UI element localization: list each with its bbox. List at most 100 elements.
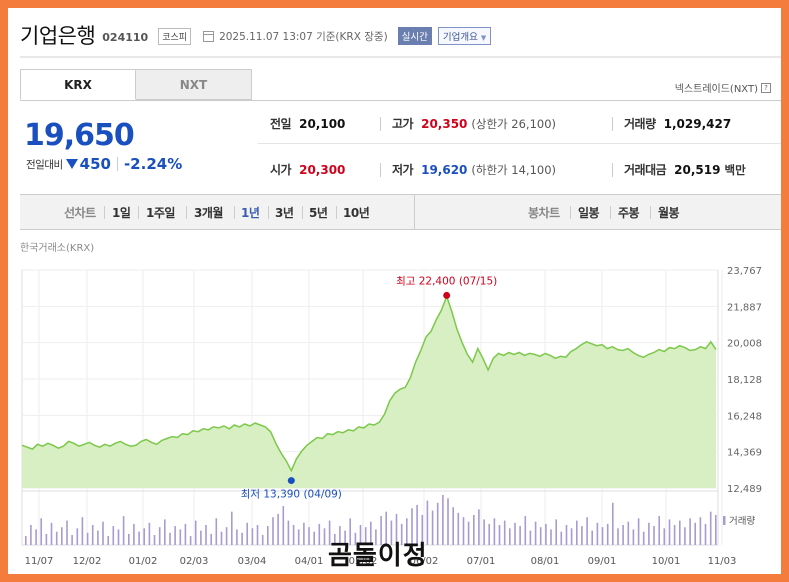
y-tick-label: 23,767 xyxy=(727,266,762,277)
volume-bar xyxy=(606,523,609,545)
period-daily[interactable]: 일봉 xyxy=(578,206,600,220)
volume-bar xyxy=(112,526,115,545)
volume-bar xyxy=(555,519,557,545)
x-tick-label: 08/01 xyxy=(531,556,560,567)
amount-value: 20,519 xyxy=(674,163,721,177)
volume-bar xyxy=(395,513,398,545)
volume-bar xyxy=(663,528,666,545)
watermark-text: 곰돌이정 xyxy=(328,541,428,571)
summary-high: 고가 20,350 (상한가 26,100) xyxy=(392,115,556,132)
volume-bar xyxy=(586,517,588,545)
period-3m[interactable]: 3개월 xyxy=(194,206,223,220)
x-tick-label: 02/03 xyxy=(180,556,209,567)
nextrade-label: 넥스트레이드(NXT) xyxy=(674,84,758,95)
y-tick-label: 21,887 xyxy=(727,302,762,313)
summary-divider xyxy=(380,117,381,131)
period-1y[interactable]: 1년 xyxy=(241,206,260,220)
x-tick-label: 01/02 xyxy=(129,556,158,567)
volume-bar xyxy=(267,526,269,545)
x-tick-label: 06/02 xyxy=(410,556,439,567)
period-divider xyxy=(336,206,337,219)
volume-bar xyxy=(261,535,264,545)
period-10y[interactable]: 10년 xyxy=(343,206,370,220)
low-label: 저가 xyxy=(392,163,414,177)
volume-bar xyxy=(158,527,161,545)
period-1d[interactable]: 1일 xyxy=(112,206,131,220)
volume-bar xyxy=(122,516,125,545)
price-chart[interactable]: 23,767 21,887 20,008 18,128 16,248 14,369 12,4… xyxy=(8,258,781,574)
volume-bar xyxy=(612,502,614,545)
volume-bar xyxy=(30,525,32,545)
nextrade-link[interactable]: 넥스트레이드(NXT) ? xyxy=(675,80,771,95)
volume-bar xyxy=(550,529,552,545)
volume-bar xyxy=(632,529,635,545)
tab-krx[interactable]: KRX xyxy=(20,69,136,100)
x-tick-label: 05/02 xyxy=(349,556,378,567)
volume-bar xyxy=(457,512,460,545)
change-label: 전일대비 xyxy=(26,158,63,171)
volume-bar xyxy=(503,520,506,545)
period-monthly[interactable]: 월봉 xyxy=(658,206,680,220)
volume-bar xyxy=(370,521,372,545)
volume-bar xyxy=(673,525,676,545)
x-tick-label: 12/02 xyxy=(73,556,102,567)
volume-bar xyxy=(205,525,207,545)
volume-bar xyxy=(323,528,326,545)
tab-nxt[interactable]: NXT xyxy=(136,69,252,100)
volume-bar xyxy=(704,523,707,545)
volume-bar xyxy=(354,532,357,545)
tab-baseline xyxy=(20,100,781,101)
volume-bar xyxy=(694,522,696,545)
question-icon[interactable]: ? xyxy=(761,82,771,93)
volume-bar xyxy=(596,522,599,545)
change-separator xyxy=(116,157,118,171)
volume-bar xyxy=(215,518,218,545)
volume-bar xyxy=(529,530,532,545)
volume-bar xyxy=(138,531,140,545)
period-3y[interactable]: 3년 xyxy=(275,206,294,220)
period-1w[interactable]: 1주일 xyxy=(146,206,175,220)
y-tick-label: 16,248 xyxy=(727,411,762,422)
volume-bar xyxy=(339,526,341,545)
low-label: 최저 13,390 (04/09) xyxy=(241,489,342,501)
company-name[interactable]: 기업은행 xyxy=(20,24,96,48)
volume-bar xyxy=(164,519,166,545)
upper-limit: (상한가 26,100) xyxy=(471,117,557,131)
period-weekly[interactable]: 주봉 xyxy=(618,206,640,220)
summary-open: 시가 20,300 xyxy=(270,161,345,178)
period-5y[interactable]: 5년 xyxy=(309,206,328,220)
y-tick-label: 20,008 xyxy=(727,339,762,350)
summary-amount: 거래대금 20,519 백만 xyxy=(624,161,746,178)
volume-bar xyxy=(179,529,182,545)
open-label: 시가 xyxy=(270,163,292,177)
period-divider xyxy=(268,206,269,219)
down-triangle-icon xyxy=(65,159,78,169)
volume-bar xyxy=(148,522,151,545)
volume-bar xyxy=(709,511,712,545)
volume-bar xyxy=(200,530,202,545)
volume-bar xyxy=(117,529,120,545)
volume-bar xyxy=(97,530,99,545)
change-percent: -2.24% xyxy=(123,155,183,173)
volume-bar xyxy=(431,510,434,545)
volume-bar xyxy=(313,531,315,545)
x-tick-label: 11/07 xyxy=(25,556,54,567)
volume-bar xyxy=(581,526,583,545)
company-overview-button[interactable]: 기업개요 ▼ xyxy=(437,27,492,45)
volume-bar xyxy=(560,531,563,545)
volume-bar xyxy=(334,533,336,545)
realtime-badge[interactable]: 실시간 xyxy=(397,27,432,45)
volume-bar xyxy=(462,517,465,545)
volume-bar xyxy=(483,519,485,545)
lower-limit: (하한가 14,100) xyxy=(471,163,557,177)
volume-bar xyxy=(220,531,223,545)
quote-datetime: 2025.11.07 13:07 기준(KRX 장중) xyxy=(219,30,388,43)
volume-bar xyxy=(189,536,192,545)
volume-legend-label: 거래량 xyxy=(729,515,755,527)
low-marker xyxy=(287,477,295,485)
volume-bar xyxy=(684,527,686,545)
volume-bar xyxy=(303,522,305,545)
caret-down-icon: ▼ xyxy=(480,34,487,42)
exchange-tabs: KRX NXT xyxy=(20,69,252,100)
amount-unit: 백만 xyxy=(724,163,746,177)
